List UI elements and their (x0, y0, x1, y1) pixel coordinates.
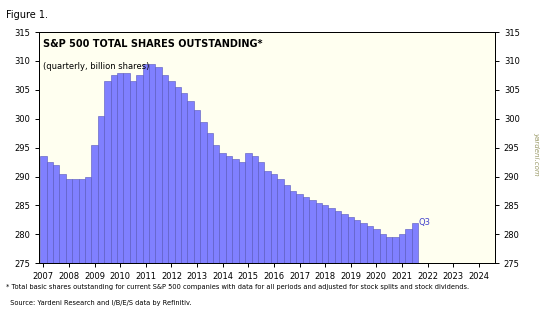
Bar (348, 217, 354, 321)
Text: * Total basic shares outstanding for current S&P 500 companies with data for all: * Total basic shares outstanding for cur… (6, 284, 469, 290)
Bar (91, 145, 98, 321)
Bar (149, 64, 156, 321)
Bar (232, 159, 239, 321)
Bar (59, 174, 66, 321)
Bar (104, 81, 111, 321)
Bar (207, 133, 213, 321)
Bar (213, 145, 220, 321)
Bar (78, 179, 85, 321)
Bar (309, 200, 316, 321)
Bar (302, 197, 309, 321)
Bar (187, 101, 194, 321)
Bar (258, 162, 264, 321)
Bar (226, 156, 232, 321)
Bar (316, 203, 322, 321)
Text: Q3: Q3 (419, 218, 431, 227)
Bar (220, 153, 226, 321)
Bar (175, 87, 181, 321)
Bar (111, 75, 117, 321)
Bar (143, 64, 149, 321)
Bar (130, 81, 136, 321)
Bar (271, 174, 277, 321)
Bar (290, 191, 296, 321)
Bar (296, 194, 302, 321)
Bar (393, 237, 399, 321)
Bar (245, 153, 251, 321)
Bar (47, 162, 53, 321)
Text: Source: Yardeni Research and I/B/E/S data by Refinitiv.: Source: Yardeni Research and I/B/E/S dat… (6, 300, 191, 306)
Bar (40, 156, 47, 321)
Bar (367, 226, 373, 321)
Bar (405, 229, 411, 321)
Bar (322, 205, 329, 321)
Text: Figure 1.: Figure 1. (6, 10, 48, 20)
Text: yardeni.com: yardeni.com (534, 132, 539, 176)
Text: (quarterly, billion shares): (quarterly, billion shares) (43, 62, 150, 71)
Bar (66, 179, 72, 321)
Bar (341, 214, 348, 321)
Bar (136, 75, 143, 321)
Bar (72, 179, 78, 321)
Bar (386, 237, 393, 321)
Bar (380, 234, 386, 321)
Bar (251, 156, 258, 321)
Bar (239, 162, 245, 321)
Bar (335, 211, 341, 321)
Bar (53, 165, 59, 321)
Bar (98, 116, 104, 321)
Bar (399, 234, 405, 321)
Bar (123, 73, 130, 321)
Bar (168, 81, 175, 321)
Bar (264, 171, 271, 321)
Bar (411, 223, 418, 321)
Bar (277, 179, 284, 321)
Bar (329, 208, 335, 321)
Bar (200, 122, 207, 321)
Bar (162, 75, 168, 321)
Bar (156, 67, 162, 321)
Bar (117, 73, 123, 321)
Bar (373, 229, 380, 321)
Text: S&P 500 TOTAL SHARES OUTSTANDING*: S&P 500 TOTAL SHARES OUTSTANDING* (43, 39, 263, 49)
Bar (354, 220, 360, 321)
Bar (360, 223, 367, 321)
Bar (85, 177, 91, 321)
Bar (181, 93, 187, 321)
Bar (284, 185, 290, 321)
Bar (194, 110, 200, 321)
